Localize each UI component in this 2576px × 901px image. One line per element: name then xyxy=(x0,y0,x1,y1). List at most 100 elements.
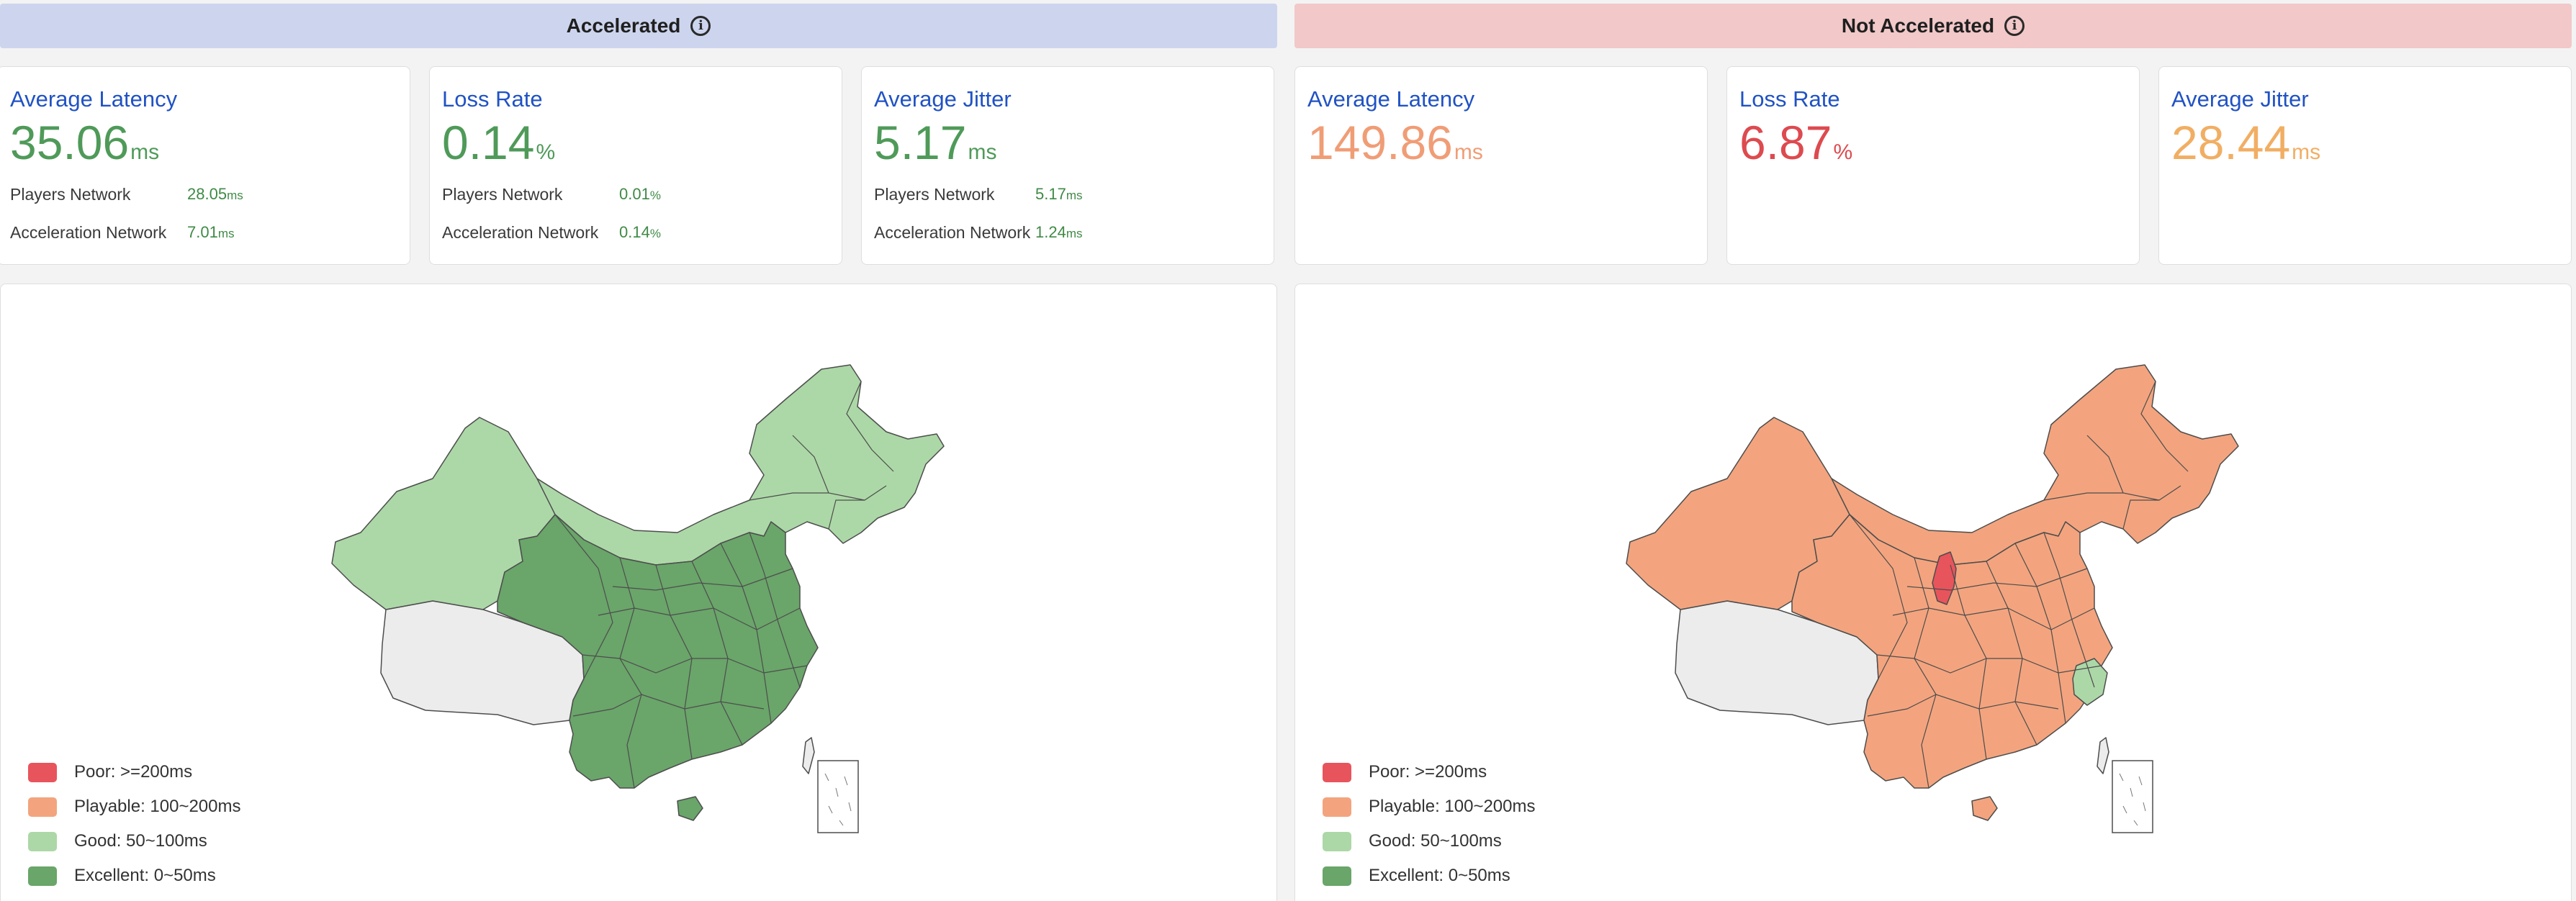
legend-item-playable[interactable]: Playable: 100~200ms xyxy=(1323,789,1536,824)
map-region-hainan xyxy=(677,796,703,821)
card-value: 35.06ms xyxy=(10,119,159,166)
legend-swatch xyxy=(1323,831,1351,851)
not-accelerated-banner-label: Not Accelerated xyxy=(1841,14,1995,37)
acceleration-network-label: Acceleration Network xyxy=(442,223,599,242)
card-value-number: 35.06 xyxy=(10,116,130,169)
players-network-label: Players Network xyxy=(874,185,995,204)
card-value-number: 149.86 xyxy=(1307,116,1453,169)
players-network-unit: ms xyxy=(1066,189,1083,202)
map-region-central xyxy=(497,514,819,789)
legend-label: Good: 50~100ms xyxy=(1369,831,1502,851)
legend-label: Poor: >=200ms xyxy=(74,762,193,782)
card-value: 6.87% xyxy=(1739,119,1852,166)
legend-label: Playable: 100~200ms xyxy=(1369,797,1536,816)
legend-item-excellent[interactable]: Excellent: 0~50ms xyxy=(1323,859,1536,893)
card-title: Average Jitter xyxy=(874,86,1012,112)
card-value-unit: % xyxy=(536,140,556,164)
legend-item-good[interactable]: Good: 50~100ms xyxy=(1323,824,1536,859)
legend-item-poor[interactable]: Poor: >=200ms xyxy=(28,755,241,789)
map-region-zhejiang xyxy=(2072,658,2108,706)
legend-swatch xyxy=(28,797,57,817)
players-network-number: 28.05 xyxy=(187,185,228,203)
card-value: 149.86ms xyxy=(1307,119,1483,166)
avg-jitter-card: Average Jitter 5.17ms Players Network 5.… xyxy=(861,66,1274,265)
card-value-unit: ms xyxy=(1454,140,1483,164)
card-title: Average Latency xyxy=(10,86,178,112)
legend-label: Excellent: 0~50ms xyxy=(1369,866,1510,885)
card-title: Loss Rate xyxy=(1739,86,1840,112)
card-value-unit: ms xyxy=(130,140,160,164)
map-region-hainan xyxy=(1971,796,1998,821)
legend-swatch xyxy=(1323,866,1351,886)
latency-legend: Poor: >=200ms Playable: 100~200ms Good: … xyxy=(28,755,241,893)
legend-label: Excellent: 0~50ms xyxy=(74,866,216,885)
legend-swatch xyxy=(28,831,57,851)
acceleration-network-label: Acceleration Network xyxy=(10,223,167,242)
players-network-unit: % xyxy=(649,189,661,202)
players-network-number: 5.17 xyxy=(1035,185,1066,203)
latency-map-panel: Poor: >=200ms Playable: 100~200ms Good: … xyxy=(1294,284,2572,901)
latency-legend: Poor: >=200ms Playable: 100~200ms Good: … xyxy=(1323,755,1536,893)
legend-swatch xyxy=(28,866,57,886)
card-value-number: 0.14 xyxy=(442,116,535,169)
south-china-sea-inset xyxy=(2112,760,2153,833)
acceleration-network-value: 0.14% xyxy=(619,223,661,242)
loss-rate-card: Loss Rate 6.87% xyxy=(1726,66,2140,265)
acceleration-network-number: 7.01 xyxy=(187,223,218,241)
card-value-number: 6.87 xyxy=(1739,116,1832,169)
card-value: 0.14% xyxy=(442,119,555,166)
legend-item-good[interactable]: Good: 50~100ms xyxy=(28,824,241,859)
acceleration-network-number: 1.24 xyxy=(1035,223,1066,241)
players-network-label: Players Network xyxy=(10,185,131,204)
acceleration-network-unit: % xyxy=(649,227,661,240)
acceleration-network-value: 7.01ms xyxy=(187,223,235,242)
loss-rate-card: Loss Rate 0.14% Players Network 0.01% Ac… xyxy=(429,66,842,265)
acceleration-network-number: 0.14 xyxy=(619,223,650,241)
province-borders xyxy=(1849,381,2189,789)
legend-item-playable[interactable]: Playable: 100~200ms xyxy=(28,789,241,824)
map-region-north xyxy=(1831,364,2239,566)
map-region-north xyxy=(536,364,945,566)
info-icon[interactable]: i xyxy=(690,16,711,36)
acceleration-network-unit: ms xyxy=(217,227,235,240)
china-latency-map[interactable] xyxy=(1,284,1278,901)
card-value-unit: % xyxy=(1833,140,1853,164)
acceleration-network-label: Acceleration Network xyxy=(874,223,1031,242)
avg-latency-card: Average Latency 149.86ms xyxy=(1294,66,1708,265)
card-value-number: 28.44 xyxy=(2171,116,2291,169)
players-network-value: 28.05ms xyxy=(187,185,243,204)
card-value-unit: ms xyxy=(968,140,997,164)
acceleration-network-value: 1.24ms xyxy=(1035,223,1083,242)
card-title: Average Jitter xyxy=(2171,86,2309,112)
legend-label: Poor: >=200ms xyxy=(1369,762,1487,782)
legend-label: Good: 50~100ms xyxy=(74,831,207,851)
card-value-unit: ms xyxy=(2292,140,2321,164)
legend-label: Playable: 100~200ms xyxy=(74,797,241,816)
card-title: Loss Rate xyxy=(442,86,543,112)
accelerated-banner-label: Accelerated xyxy=(566,14,681,37)
province-borders xyxy=(554,381,894,789)
legend-item-excellent[interactable]: Excellent: 0~50ms xyxy=(28,859,241,893)
latency-map-panel: Poor: >=200ms Playable: 100~200ms Good: … xyxy=(0,284,1277,901)
players-network-label: Players Network xyxy=(442,185,563,204)
card-value-number: 5.17 xyxy=(874,116,967,169)
info-icon[interactable]: i xyxy=(2004,16,2025,36)
card-title: Average Latency xyxy=(1307,86,1475,112)
card-value: 5.17ms xyxy=(874,119,996,166)
legend-swatch xyxy=(28,762,57,782)
card-value: 28.44ms xyxy=(2171,119,2320,166)
players-network-unit: ms xyxy=(227,189,243,202)
not-accelerated-banner: Not Accelerated i xyxy=(1294,4,2572,48)
south-china-sea-inset xyxy=(817,760,859,833)
legend-item-poor[interactable]: Poor: >=200ms xyxy=(1323,755,1536,789)
avg-jitter-card: Average Jitter 28.44ms xyxy=(2158,66,2572,265)
acceleration-network-unit: ms xyxy=(1066,227,1083,240)
avg-latency-card: Average Latency 35.06ms Players Network … xyxy=(0,66,410,265)
players-network-number: 0.01 xyxy=(619,185,650,203)
not-accelerated-section: Not Accelerated i Average Latency 149.86… xyxy=(1294,0,2572,901)
accelerated-section: Accelerated i Average Latency 35.06ms Pl… xyxy=(0,0,1277,901)
map-region-taiwan xyxy=(802,737,815,774)
legend-swatch xyxy=(1323,762,1351,782)
china-latency-map[interactable] xyxy=(1295,284,2572,901)
map-region-taiwan xyxy=(2097,737,2109,774)
